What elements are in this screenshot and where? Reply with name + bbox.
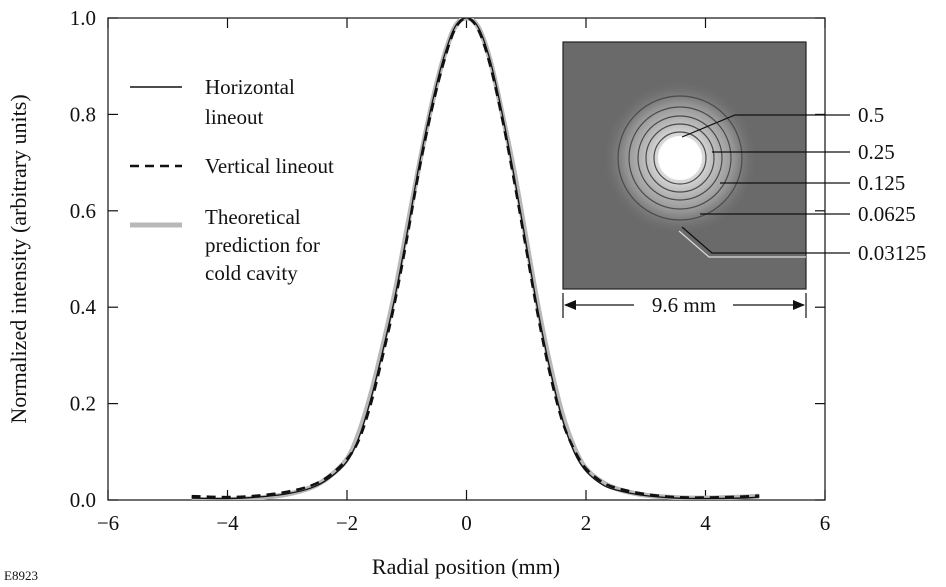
contour-label-0-0625: 0.0625 [858, 202, 916, 226]
legend-label-theory-1: Theoretical [205, 205, 301, 229]
legend-label-horizontal-1: Horizontal [205, 75, 295, 99]
figure-id: E8923 [4, 568, 38, 583]
x-tick-label: −6 [97, 511, 119, 535]
inset-leader-lines [678, 114, 850, 258]
inset-contour-rings [617, 95, 743, 221]
x-tick-label: 6 [820, 511, 831, 535]
legend-label-horizontal-2: lineout [205, 105, 263, 129]
y-axis: 0.0 0.2 0.4 0.6 0.8 1.0 [70, 6, 825, 512]
y-tick-label: 1.0 [70, 6, 96, 30]
contour-label-0-125: 0.125 [858, 171, 905, 195]
x-tick-label: 0 [461, 511, 472, 535]
contour-ring-0-125 [637, 115, 723, 201]
x-tick-label: −4 [216, 511, 239, 535]
contour-ring-0-03125 [617, 95, 743, 221]
y-tick-label: 0.4 [70, 295, 97, 319]
inset-image: 0.5 0.25 0.125 0.0625 0.03125 9.6 mm [562, 41, 926, 318]
x-tick-label: 2 [581, 511, 592, 535]
y-tick-label: 0.6 [70, 199, 96, 223]
contour-label-0-03125: 0.03125 [858, 241, 926, 265]
y-tick-label: 0.8 [70, 102, 96, 126]
y-tick-label: 0.0 [70, 488, 96, 512]
contour-label-0-25: 0.25 [858, 140, 895, 164]
scale-bar-arrow-right [793, 300, 805, 310]
x-tick-label: −2 [336, 511, 358, 535]
contour-ring-0-5 [653, 131, 707, 185]
leader-0-03125-shadow [678, 230, 806, 258]
legend-label-vertical: Vertical lineout [205, 154, 334, 178]
x-axis-title: Radial position (mm) [372, 554, 560, 579]
series-vertical-lineout [191, 18, 760, 499]
contour-label-0-5: 0.5 [858, 103, 884, 127]
series-horizontal-lineout [191, 18, 760, 500]
series-group [191, 18, 760, 500]
contour-ring-0-0625 [628, 106, 732, 210]
y-axis-title: Normalized intensity (arbitrary units) [6, 94, 31, 423]
y-tick-label: 0.2 [70, 392, 96, 416]
legend: Horizontal lineout Vertical lineout Theo… [130, 75, 334, 285]
inset-scale-bar [562, 293, 807, 318]
leader-0-5 [681, 114, 850, 138]
scale-bar-arrow-left [564, 300, 576, 310]
contour-ring-0-25 [645, 123, 715, 193]
legend-label-theory-2: prediction for [205, 233, 320, 257]
inset-spot-core [658, 136, 702, 180]
leader-0-03125 [681, 226, 850, 254]
x-tick-label: 4 [700, 511, 711, 535]
legend-label-theory-3: cold cavity [205, 261, 298, 285]
scale-bar-label: 9.6 mm [652, 293, 716, 317]
